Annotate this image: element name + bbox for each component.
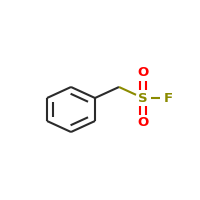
Text: O: O (137, 66, 149, 79)
Circle shape (161, 91, 175, 105)
Circle shape (136, 66, 150, 80)
Circle shape (136, 116, 150, 130)
Text: S: S (138, 92, 148, 104)
Circle shape (136, 91, 150, 105)
Text: O: O (137, 116, 149, 130)
Text: F: F (163, 92, 173, 104)
